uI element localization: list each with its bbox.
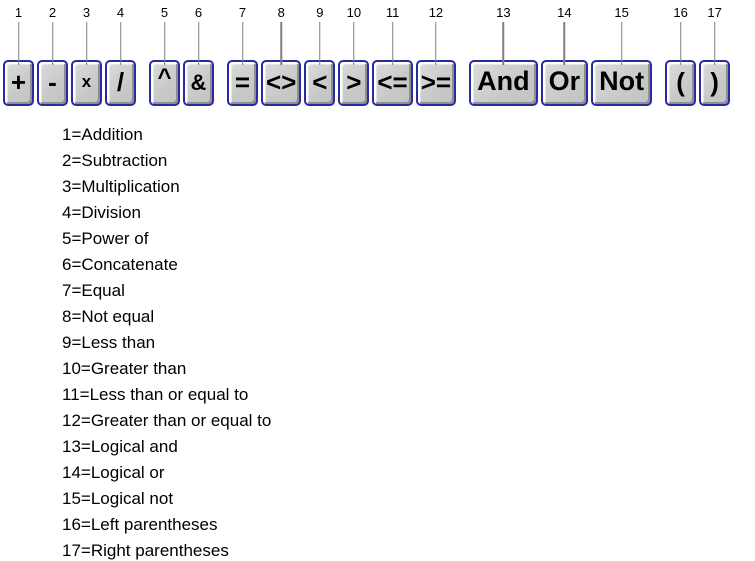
callout-number: 10: [346, 5, 362, 20]
callout-line: [280, 22, 282, 65]
button-glyph: ^: [157, 63, 172, 91]
button-glyph: >=: [420, 66, 452, 97]
button-glyph: x: [81, 72, 92, 91]
callout-line: [241, 22, 244, 65]
callout-line: [435, 22, 437, 65]
button-glyph: <: [312, 66, 328, 97]
button-group-parentheses: 16 (17): [665, 5, 731, 106]
button-glyph: -: [48, 66, 57, 97]
button-glyph: +: [10, 66, 27, 97]
callout-number: 8: [277, 5, 285, 20]
operator-button-left-parentheses[interactable]: 16 (: [665, 5, 697, 106]
callout-line: [679, 22, 682, 65]
legend-line: 6=Concatenate: [62, 255, 178, 274]
operator-button-not-equal[interactable]: 8 <>: [261, 5, 302, 106]
callout-number: 17: [707, 5, 722, 20]
callout-line: [620, 22, 623, 65]
callout-number: 7: [238, 5, 247, 20]
button-glyph: (: [676, 66, 685, 97]
button-group-power-concatenate: 5 ^ 6 &: [149, 5, 214, 106]
button-group-logical: 13 And 14 Or 15 Not: [469, 5, 653, 106]
button-glyph: <=: [377, 66, 408, 97]
callout-number: 3: [82, 5, 91, 20]
legend-line: 16=Left parentheses: [62, 515, 218, 534]
button-glyph: Or: [548, 65, 581, 96]
operator-button-division[interactable]: 4/: [105, 5, 136, 106]
callout-number: 6: [194, 5, 203, 20]
callout-number: 9: [316, 5, 324, 20]
operator-button-addition[interactable]: 1 +: [3, 5, 34, 106]
callout-line: [51, 22, 54, 65]
button-glyph: =: [234, 66, 251, 97]
callout-line: [85, 22, 88, 65]
callout-number: 13: [496, 5, 511, 20]
callout-line: [197, 22, 200, 65]
legend-line: 10=Greater than: [62, 359, 187, 378]
legend-line: 9=Less than: [62, 333, 156, 352]
operator-button-greater-than[interactable]: 10 >: [338, 5, 370, 106]
operator-toolbar: 1 +2-3 x 4/5 ^ 6 & 7 = 8 <> 9 <10 >11 <= 12 >= 13 And 14 Or 1…: [3, 5, 731, 106]
callout-line: [17, 22, 20, 65]
legend-line: 15=Logical not: [62, 489, 174, 508]
legend-line: 17=Right parentheses: [62, 541, 229, 560]
button-glyph: And: [477, 65, 530, 96]
callout-number: 15: [614, 5, 629, 20]
legend-line: 11=Less than or equal to: [62, 385, 249, 404]
legend-line: 4=Division: [62, 203, 141, 222]
callout-number: 12: [428, 5, 444, 20]
legend-line: 3=Multiplication: [62, 177, 180, 196]
operator-legend: 1=Addition 2=Subtraction 3=Multiplication 4…: [62, 122, 271, 561]
button-group-comparison: 7 = 8 <> 9 <10 >11 <= 12 >=: [227, 5, 457, 106]
button-glyph: ): [710, 66, 719, 97]
callout-line: [119, 22, 122, 65]
operator-button-right-parentheses[interactable]: 17): [699, 5, 731, 106]
button-glyph: Not: [599, 65, 645, 96]
legend-line: 5=Power of: [62, 229, 149, 248]
callout-line: [563, 22, 566, 65]
button-glyph: <>: [266, 66, 297, 97]
callout-line: [353, 22, 355, 65]
callout-line: [319, 22, 321, 65]
callout-number: 14: [557, 5, 572, 20]
callout-line: [713, 22, 716, 65]
operator-button-logical-or[interactable]: 14 Or: [540, 5, 589, 106]
legend-line: 12=Greater than or equal to: [62, 411, 272, 430]
operator-button-less-than[interactable]: 9 <: [304, 5, 336, 106]
operator-button-power-of[interactable]: 5 ^: [149, 5, 180, 106]
operator-button-logical-not[interactable]: 15 Not: [591, 5, 653, 106]
button-glyph: >: [346, 66, 362, 97]
legend-line: 13=Logical and: [62, 437, 178, 456]
callout-number: 2: [48, 5, 57, 20]
callout-line: [502, 22, 505, 65]
callout-number: 5: [160, 5, 169, 20]
legend-line: 7=Equal: [62, 281, 125, 300]
button-group-arithmetic: 1 +2-3 x 4/: [3, 5, 136, 106]
callout-line: [391, 22, 394, 65]
button-glyph: &: [190, 69, 207, 95]
operator-button-equal[interactable]: 7 =: [227, 5, 258, 106]
legend-line: 14=Logical or: [62, 463, 165, 482]
callout-number: 16: [673, 5, 688, 20]
button-glyph: /: [116, 66, 125, 97]
callout-number: 4: [116, 5, 125, 20]
operator-button-less-than-or-equal[interactable]: 11 <=: [372, 5, 413, 106]
operator-button-concatenate[interactable]: 6 &: [183, 5, 214, 106]
operator-button-subtraction[interactable]: 2-: [37, 5, 68, 106]
callout-line: [163, 22, 166, 65]
callout-number: 11: [385, 5, 400, 20]
legend-line: 8=Not equal: [62, 307, 155, 326]
operator-button-greater-than-or-equal[interactable]: 12 >=: [415, 5, 457, 106]
operator-button-logical-and[interactable]: 13 And: [469, 5, 538, 106]
legend-line: 1=Addition: [62, 125, 143, 144]
legend-line: 2=Subtraction: [62, 151, 168, 170]
callout-number: 1: [14, 5, 23, 20]
